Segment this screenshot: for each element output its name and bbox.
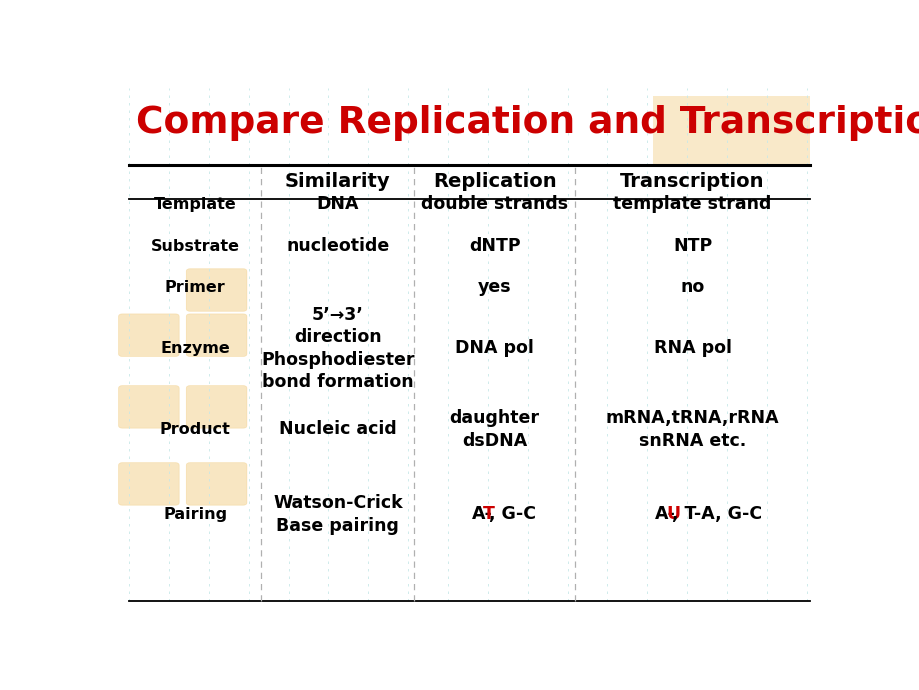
Text: no: no xyxy=(680,278,704,296)
FancyBboxPatch shape xyxy=(186,463,246,505)
Text: Pairing: Pairing xyxy=(163,507,227,522)
Text: dNTP: dNTP xyxy=(469,237,520,255)
Text: 5’→3’
direction
Phosphodiester
bond formation: 5’→3’ direction Phosphodiester bond form… xyxy=(261,306,414,391)
FancyBboxPatch shape xyxy=(119,386,179,428)
Text: double strands: double strands xyxy=(421,195,568,213)
Text: Nucleic acid: Nucleic acid xyxy=(278,420,396,438)
Text: template strand: template strand xyxy=(613,195,771,213)
Text: RNA pol: RNA pol xyxy=(652,339,731,357)
Text: Primer: Primer xyxy=(165,280,225,295)
FancyBboxPatch shape xyxy=(186,386,246,428)
Text: Substrate: Substrate xyxy=(151,239,240,254)
Text: mRNA,tRNA,rRNA
snRNA etc.: mRNA,tRNA,rRNA snRNA etc. xyxy=(605,409,778,450)
Text: Watson-Crick
Base pairing: Watson-Crick Base pairing xyxy=(273,494,403,535)
Text: , G-C: , G-C xyxy=(488,506,535,524)
Text: DNA pol: DNA pol xyxy=(455,339,534,357)
Text: yes: yes xyxy=(477,278,511,296)
FancyBboxPatch shape xyxy=(119,463,179,505)
Text: Similarity: Similarity xyxy=(285,172,391,191)
Text: A-: A- xyxy=(654,506,675,524)
Text: daughter
dsDNA: daughter dsDNA xyxy=(449,409,539,450)
FancyBboxPatch shape xyxy=(186,269,246,311)
Text: A-: A- xyxy=(471,506,492,524)
Text: Product: Product xyxy=(160,422,231,437)
Text: DNA: DNA xyxy=(316,195,358,213)
Text: T: T xyxy=(482,506,494,524)
Text: Replication: Replication xyxy=(432,172,556,191)
FancyBboxPatch shape xyxy=(119,314,179,357)
FancyBboxPatch shape xyxy=(652,96,810,165)
Text: Compare Replication and Transcription: Compare Replication and Transcription xyxy=(136,105,919,141)
Text: Transcription: Transcription xyxy=(619,172,764,191)
Text: , T-A, G-C: , T-A, G-C xyxy=(672,506,762,524)
Text: nucleotide: nucleotide xyxy=(286,237,389,255)
Text: U: U xyxy=(665,506,680,524)
FancyBboxPatch shape xyxy=(186,314,246,357)
Text: Enzyme: Enzyme xyxy=(160,341,230,356)
Text: NTP: NTP xyxy=(672,237,711,255)
Text: Template: Template xyxy=(153,197,236,212)
